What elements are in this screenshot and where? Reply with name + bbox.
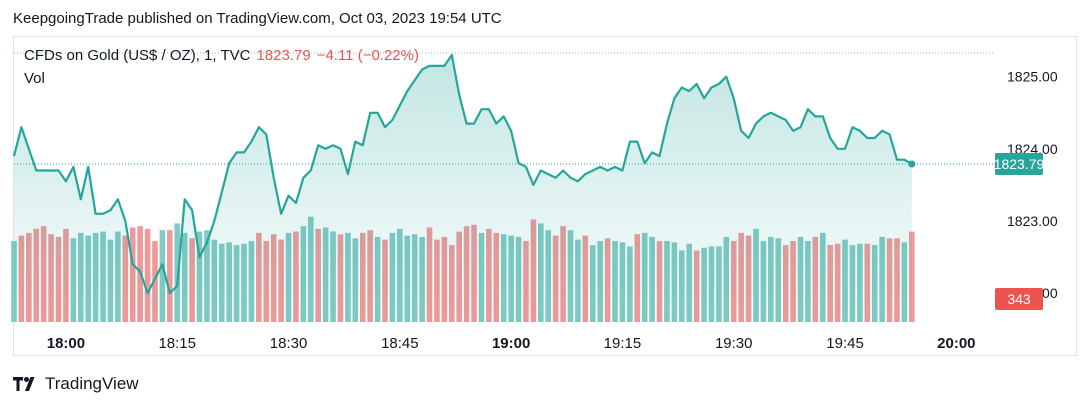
time-axis[interactable]: 18:00 18:15 18:30 18:45 19:00 19:15 19:30 19:45… [47, 335, 976, 352]
volume-label[interactable]: Vol [24, 70, 45, 87]
y-tick-label: 1823.00 [1007, 213, 1058, 229]
publisher-caption: KeepgoingTrade published on TradingView.… [13, 10, 502, 27]
x-tick-label: 18:00 [47, 335, 85, 352]
last-price-dot [908, 160, 916, 168]
axis-badge-bg [995, 288, 1043, 310]
volume-bar [144, 228, 151, 322]
axis-badge-bg [995, 152, 1043, 175]
x-tick-label: 19:00 [492, 335, 530, 352]
last-price-value: 1823.79 [256, 47, 311, 64]
footer-brand[interactable]: TradingView [13, 374, 139, 394]
y-tick-label: 1824.00 [1007, 141, 1058, 157]
chart-legend[interactable]: CFDs on Gold (US$ / OZ), 1, TVC 1823.79 −4… [24, 47, 419, 64]
x-tick-label: 19:15 [604, 335, 642, 352]
x-tick-label: 20:00 [937, 335, 975, 352]
axis-badges: 1823.79 343 [994, 152, 1045, 310]
axis-badge-label: 1823.79 [994, 156, 1045, 172]
price-line [12, 53, 913, 295]
volume-bar [167, 230, 173, 322]
tradingview-logo-icon [13, 377, 35, 391]
x-tick-label: 18:30 [270, 335, 308, 352]
symbol-label[interactable]: CFDs on Gold (US$ / OZ), 1, TVC [24, 47, 251, 64]
brand-name: TradingView [45, 374, 139, 393]
price-area [14, 55, 912, 322]
x-tick-label: 18:45 [381, 335, 419, 352]
x-tick-label: 19:45 [826, 335, 864, 352]
chart-frame [13, 36, 1077, 356]
volume-bar [909, 231, 915, 322]
price-change-value: −4.11 (−0.22%) [316, 47, 419, 64]
x-tick-label: 18:15 [158, 335, 196, 352]
x-tick-label: 19:30 [715, 335, 753, 352]
y-tick-label: 1825.00 [1007, 69, 1058, 85]
axis-badge-label: 343 [1007, 291, 1031, 307]
